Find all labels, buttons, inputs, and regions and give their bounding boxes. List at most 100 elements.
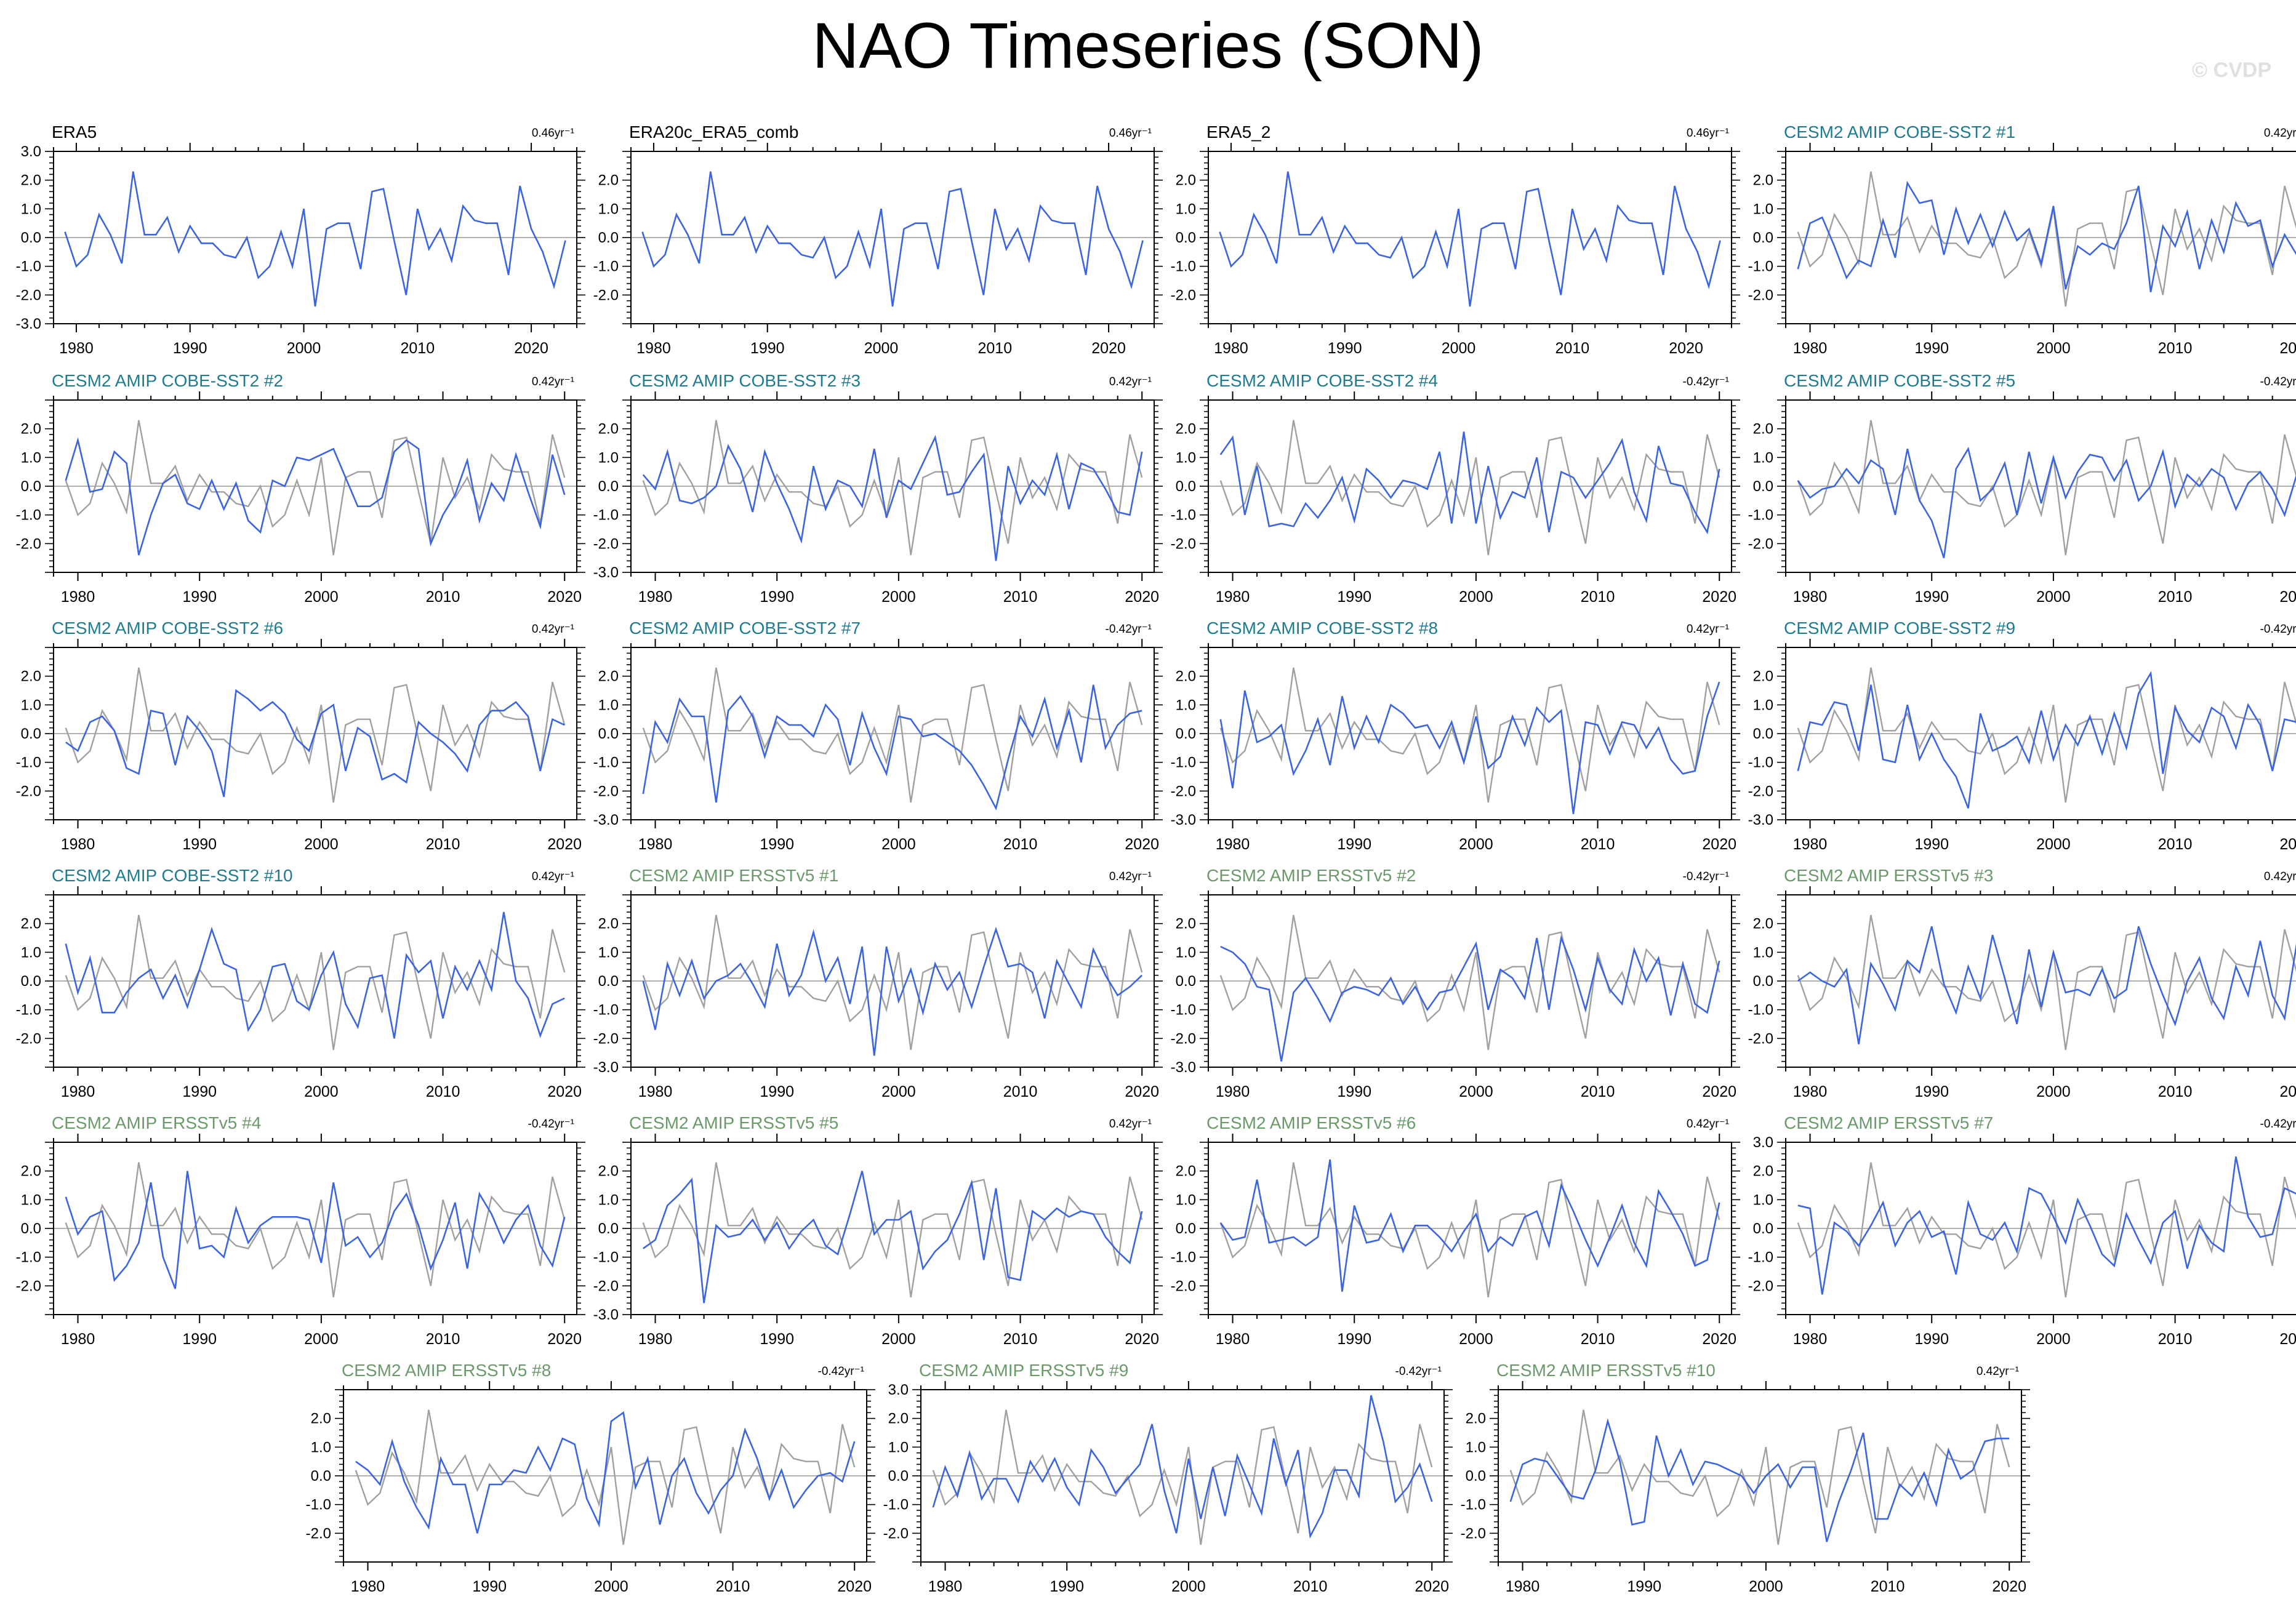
panel-title: ERA20c_ERA5_comb (629, 122, 798, 142)
observed-series-line (1509, 1409, 2010, 1545)
x-tick-label: 2020 (547, 588, 582, 606)
x-tick-label: 1990 (1050, 1578, 1084, 1595)
x-tick-label: 1980 (1214, 340, 1248, 357)
y-tick-label: 2.0 (1176, 668, 1196, 685)
y-tick-label: 1.0 (1176, 201, 1196, 217)
panel-title: ERA5_2 (1206, 122, 1270, 142)
observed-series-line (1219, 1162, 1720, 1298)
y-tick-label: 2.0 (21, 1163, 41, 1180)
x-tick-label: 2010 (426, 588, 460, 606)
model-series-line (64, 171, 566, 307)
y-tick-label: 1.0 (1753, 697, 1773, 713)
x-tick-label: 1990 (1337, 1083, 1371, 1100)
y-tick-label: 1.0 (1466, 1439, 1486, 1456)
x-tick-label: 2000 (304, 1331, 339, 1348)
trend-label: 0.42yr⁻¹ (1109, 870, 1152, 883)
y-tick-label: 1.0 (598, 449, 619, 466)
model-series-line (65, 911, 565, 1039)
observed-series-line (1219, 915, 1720, 1051)
x-tick-label: 1980 (1506, 1578, 1540, 1595)
trend-label: -0.42yr⁻¹ (2260, 623, 2296, 636)
trend-label: -0.42yr⁻¹ (818, 1365, 865, 1378)
y-tick-label: 1.0 (598, 1191, 619, 1208)
trend-label: 0.46yr⁻¹ (1109, 127, 1152, 140)
trend-label: 0.42yr⁻¹ (1977, 1365, 2019, 1378)
x-tick-label: 2020 (2279, 340, 2296, 357)
panel-title: ERA5 (52, 122, 97, 142)
x-tick-label: 2000 (2036, 1331, 2071, 1348)
x-tick-label: 2020 (2279, 836, 2296, 853)
y-tick-label: 1.0 (1753, 944, 1773, 961)
y-tick-label: 0.0 (1176, 1220, 1196, 1237)
y-tick-label: -2.0 (16, 783, 41, 799)
x-tick-label: 2010 (2158, 1083, 2193, 1100)
x-tick-label: 1990 (760, 836, 794, 853)
y-tick-label: -1.0 (1748, 1249, 1773, 1266)
x-tick-label: 1990 (760, 1331, 794, 1348)
y-tick-label: -1.0 (1748, 755, 1773, 771)
trend-label: 0.42yr⁻¹ (1109, 375, 1152, 388)
y-tick-label: -2.0 (883, 1525, 909, 1542)
y-tick-label: -2.0 (1748, 535, 1773, 552)
x-tick-label: 2010 (1581, 1083, 1615, 1100)
chart-panel: CESM2 AMIP COBE-SST2 #5 -0.42yr⁻¹ 1980 1990… (1748, 371, 2296, 606)
x-tick-label: 1990 (1914, 340, 1949, 357)
y-tick-label: 0.0 (21, 973, 41, 990)
x-tick-label: 2000 (1749, 1578, 1783, 1595)
y-tick-label: -3.0 (16, 316, 41, 332)
trend-label: 0.42yr⁻¹ (1109, 1118, 1152, 1131)
panel-title: CESM2 AMIP ERSSTv5 #3 (1784, 866, 1993, 885)
x-tick-label: 1980 (1793, 1331, 1828, 1348)
page-title: NAO Timeseries (SON) (812, 10, 1484, 82)
trend-label: 0.42yr⁻¹ (2264, 870, 2296, 883)
x-tick-label: 1980 (1793, 836, 1828, 853)
trend-label: -0.42yr⁻¹ (1395, 1365, 1442, 1378)
y-tick-label: -1.0 (593, 755, 619, 771)
chart-panel: CESM2 AMIP ERSSTv5 #10 0.42yr⁻¹ 1980 1990 20… (1461, 1361, 2030, 1595)
y-tick-label: 2.0 (598, 421, 619, 438)
model-series-line (1797, 180, 2296, 292)
y-tick-label: 0.0 (598, 726, 619, 742)
y-tick-label: 1.0 (1753, 1191, 1773, 1208)
chart-panel: CESM2 AMIP COBE-SST2 #7 -0.42yr⁻¹ 1980 1990… (593, 619, 1163, 853)
x-tick-label: 2020 (2279, 1083, 2296, 1100)
chart-panel: CESM2 AMIP ERSSTv5 #6 0.42yr⁻¹ 1980 1990 200… (1171, 1113, 1740, 1348)
x-tick-label: 1980 (61, 1083, 95, 1100)
x-tick-label: 1980 (1793, 340, 1828, 357)
y-tick-label: 2.0 (1753, 1163, 1773, 1180)
x-tick-label: 2020 (1702, 836, 1736, 853)
x-tick-label: 2000 (1459, 836, 1493, 853)
x-tick-label: 1990 (760, 1083, 794, 1100)
y-tick-label: -1.0 (1461, 1497, 1486, 1513)
y-tick-label: -1.0 (16, 1249, 41, 1266)
y-tick-label: -1.0 (1171, 1249, 1196, 1266)
chart-panel: CESM2 AMIP ERSSTv5 #3 0.42yr⁻¹ 1980 1990 200… (1748, 866, 2296, 1100)
x-tick-label: 2000 (864, 340, 899, 357)
model-series-line (643, 1171, 1143, 1304)
chart-panel: CESM2 AMIP ERSSTv5 #9 -0.42yr⁻¹ 1980 1990 20… (883, 1361, 1453, 1595)
observed-series-line (1797, 420, 2296, 556)
x-tick-label: 2020 (1125, 588, 1159, 606)
trend-label: 0.42yr⁻¹ (2264, 127, 2296, 140)
y-tick-label: -1.0 (593, 258, 619, 275)
y-tick-label: -1.0 (593, 507, 619, 524)
y-tick-label: -2.0 (1171, 783, 1196, 799)
observed-series-line (642, 420, 1143, 556)
y-tick-label: 1.0 (1176, 449, 1196, 466)
y-tick-label: 2.0 (598, 916, 619, 932)
x-tick-label: 2010 (400, 340, 435, 357)
trend-label: -0.42yr⁻¹ (1106, 623, 1152, 636)
y-tick-label: -2.0 (593, 783, 619, 799)
y-tick-label: -2.0 (16, 535, 41, 552)
chart-panel: CESM2 AMIP ERSSTv5 #1 0.42yr⁻¹ 1980 1990 200… (593, 866, 1163, 1100)
y-tick-label: 1.0 (1753, 201, 1773, 217)
panel-title: CESM2 AMIP COBE-SST2 #4 (1206, 371, 1438, 390)
x-tick-label: 1990 (182, 1331, 217, 1348)
panel-title: CESM2 AMIP ERSSTv5 #9 (919, 1361, 1128, 1380)
y-tick-label: -1.0 (1171, 258, 1196, 275)
chart-panel: CESM2 AMIP COBE-SST2 #1 0.42yr⁻¹ 1980 1990 2… (1748, 122, 2296, 357)
y-tick-label: -3.0 (593, 564, 619, 581)
x-tick-label: 1980 (61, 588, 95, 606)
x-tick-label: 2000 (881, 836, 916, 853)
model-series-line (1219, 171, 1721, 307)
